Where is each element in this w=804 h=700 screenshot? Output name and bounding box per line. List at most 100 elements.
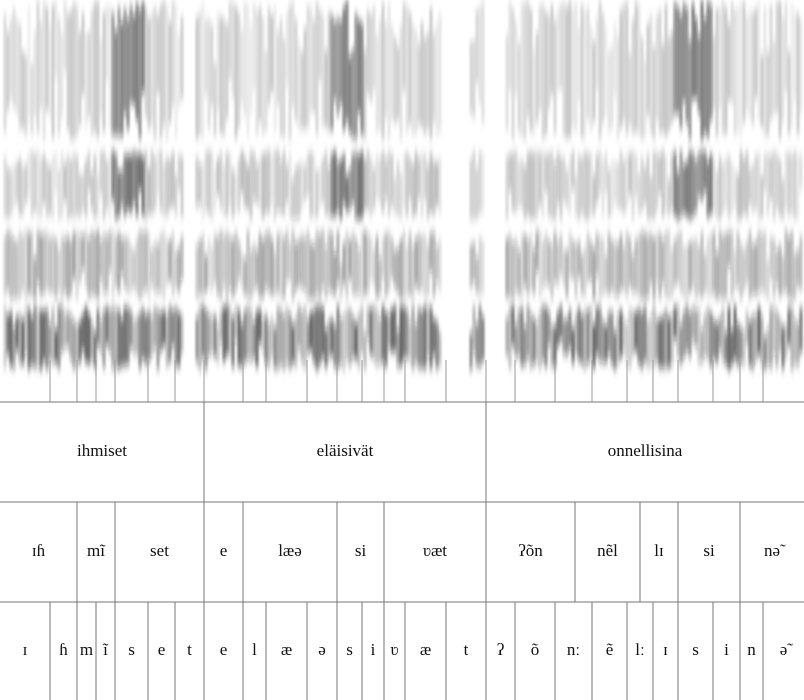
- spectral-stripe: [145, 231, 147, 290]
- spectral-stripe: [283, 237, 285, 298]
- spectral-stripe: [677, 233, 679, 283]
- spectral-stripe: [680, 231, 682, 293]
- spectral-stripe: [268, 150, 270, 213]
- spectral-stripe: [731, 330, 733, 366]
- spectral-stripe: [788, 152, 790, 216]
- spectral-stripe: [734, 251, 736, 291]
- spectral-stripe: [46, 309, 48, 370]
- spectral-stripe: [43, 1, 45, 140]
- spectral-stripe: [782, 179, 784, 219]
- spectral-stripe: [716, 322, 718, 362]
- spectral-stripe: [334, 253, 336, 295]
- spectral-stripe: [776, 311, 778, 368]
- spectral-stripe: [28, 308, 30, 369]
- spectral-stripe: [118, 310, 120, 369]
- spectral-stripe: [605, 255, 607, 292]
- spectral-stripe: [388, 314, 390, 349]
- spectral-stripe: [208, 314, 210, 357]
- spectral-stripe: [394, 178, 396, 213]
- spectral-stripe: [400, 306, 402, 366]
- spectral-stripe: [25, 164, 27, 204]
- spectral-stripe: [232, 169, 234, 218]
- spectral-stripe: [211, 25, 213, 106]
- spectral-stripe: [611, 161, 613, 216]
- spectral-stripe: [289, 313, 291, 368]
- spectral-stripe: [773, 150, 775, 220]
- spectral-stripe: [740, 2, 742, 138]
- phone-label: ə̃: [780, 640, 794, 659]
- spectral-stripe: [518, 309, 520, 356]
- spectral-stripe: [82, 235, 84, 270]
- spectral-stripe: [788, 307, 790, 345]
- spectral-stripe: [569, 157, 571, 214]
- spectral-stripe: [64, 237, 66, 291]
- spectral-stripe: [620, 234, 622, 289]
- spectral-stripe: [34, 153, 36, 212]
- spectral-stripe: [67, 14, 69, 130]
- spectral-stripe: [713, 320, 715, 359]
- spectral-stripe: [286, 308, 288, 365]
- spectral-stripe: [223, 306, 225, 361]
- spectral-stripe: [710, 234, 712, 297]
- spectral-stripe: [659, 318, 661, 367]
- spectral-stripe: [298, 239, 300, 286]
- spectral-stripe: [566, 7, 568, 138]
- spectral-stripe: [340, 264, 342, 299]
- spectral-stripe: [379, 158, 381, 203]
- spectral-stripe: [617, 36, 619, 139]
- spectral-stripe: [166, 314, 168, 367]
- spectral-stripe: [58, 169, 60, 220]
- spectral-stripe: [52, 235, 54, 293]
- spectral-stripe: [728, 306, 730, 370]
- spectral-stripe: [100, 320, 102, 353]
- spectral-stripe: [88, 151, 90, 190]
- spectral-stripe: [283, 150, 285, 215]
- spectral-stripe: [163, 230, 165, 299]
- spectral-stripe: [482, 1, 484, 123]
- syllable-label: mĩ: [87, 541, 106, 560]
- spectral-stripe: [343, 243, 345, 285]
- spectral-stripe: [412, 247, 414, 300]
- spectral-stripe: [43, 310, 45, 361]
- phone-label: lː: [635, 640, 644, 659]
- spectral-stripe: [512, 242, 514, 300]
- spectral-stripe: [148, 168, 150, 214]
- spectral-stripe: [160, 312, 162, 352]
- spectral-stripe: [127, 307, 129, 365]
- spectral-stripe: [785, 325, 787, 359]
- spectral-stripe: [322, 15, 324, 125]
- spectral-stripe: [418, 308, 420, 368]
- spectral-stripe: [214, 167, 216, 210]
- spectral-stripe: [605, 153, 607, 192]
- spectral-stripe: [629, 237, 631, 286]
- phone-label: õ: [531, 640, 540, 659]
- spectral-stripe: [379, 318, 381, 364]
- spectral-stripe: [295, 19, 297, 121]
- phone-label: i: [371, 640, 376, 659]
- spectral-stripe: [632, 150, 634, 220]
- spectral-stripe: [346, 308, 348, 360]
- spectral-stripe: [704, 151, 706, 191]
- spectral-stripe: [650, 233, 652, 283]
- spectral-stripe: [626, 2, 628, 134]
- phone-label: ĩ: [102, 640, 109, 659]
- spectral-stripe: [238, 242, 240, 279]
- spectral-stripe: [229, 305, 231, 356]
- spectral-stripe: [683, 247, 685, 299]
- spectral-stripe: [623, 319, 625, 352]
- spectral-stripe: [584, 247, 586, 297]
- spectral-stripe: [755, 242, 757, 295]
- syllable-label: e: [220, 541, 228, 560]
- spectral-stripe: [76, 5, 78, 136]
- spectral-stripe: [635, 2, 637, 132]
- spectral-stripe: [692, 307, 694, 341]
- spectral-stripe: [292, 1, 294, 106]
- spectral-stripe: [674, 152, 676, 216]
- spectral-stripe: [602, 13, 604, 124]
- spectral-stripe: [533, 50, 535, 135]
- spectral-stripe: [214, 315, 216, 357]
- spectral-stripe: [127, 155, 129, 210]
- spectral-stripe: [647, 235, 649, 298]
- spectral-stripe: [424, 306, 426, 369]
- spectral-stripe: [689, 242, 691, 293]
